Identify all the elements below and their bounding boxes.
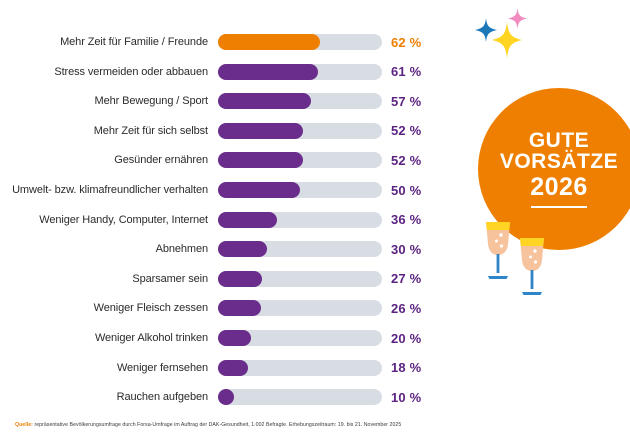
- bar-label: Weniger Handy, Computer, Internet: [39, 213, 208, 226]
- source-label: Quelle:: [15, 422, 33, 428]
- bar-label: Rauchen aufgeben: [116, 391, 208, 404]
- bar-value: 36 %: [391, 212, 422, 228]
- bar-label: Stress vermeiden oder abbauen: [54, 65, 208, 78]
- chart-row: Mehr Zeit für sich selbst 52 %: [0, 121, 455, 141]
- chart-row: Umwelt- bzw. klimafreundlicher verhalten…: [0, 180, 455, 200]
- bar-label: Mehr Zeit für sich selbst: [93, 124, 208, 137]
- sparkle-icon-blue: [475, 18, 497, 42]
- bar-fill: [218, 359, 248, 376]
- bar-track: [218, 122, 382, 139]
- badge-title-group: GUTE VORSÄTZE 2026: [478, 88, 630, 250]
- sparkle-icon-pink: [508, 8, 527, 29]
- bar-value: 62 %: [391, 34, 422, 50]
- bar-value: 26 %: [391, 300, 422, 316]
- bar-label: Weniger fernsehen: [116, 361, 208, 374]
- bar-fill: [218, 270, 263, 287]
- sparkle-icon-yellow: [492, 22, 522, 58]
- bar-label: Mehr Zeit für Familie / Freunde: [60, 36, 208, 48]
- decoration-panel: GUTE VORSÄTZE 2026: [455, 0, 630, 420]
- bar-track: [218, 241, 382, 258]
- bar-fill: [218, 211, 278, 228]
- chart-row: Mehr Bewegung / Sport 57 %: [0, 91, 455, 111]
- bar-fill: [218, 389, 235, 406]
- source-text: repräsentative Bevölkerungsumfrage durch…: [34, 422, 402, 428]
- champagne-glass-icon-right: [520, 238, 544, 295]
- bar-fill: [218, 241, 268, 258]
- bar-value: 57 %: [391, 93, 422, 109]
- bar-value: 30 %: [391, 241, 422, 257]
- chart-row: Weniger Alkohol trinken 20 %: [0, 328, 455, 348]
- bar-track: [218, 211, 382, 228]
- bar-track: [218, 389, 382, 406]
- bar-chart: Mehr Zeit für Familie / Freunde 62 % Stres…: [0, 32, 455, 407]
- bar-fill: [218, 152, 304, 169]
- bar-label: Umwelt- bzw. klimafreundlicher verhalten: [12, 184, 208, 196]
- bar-value: 61 %: [391, 64, 422, 80]
- bar-value: 52 %: [391, 123, 422, 139]
- bar-track: [218, 300, 382, 317]
- bar-label: Abnehmen: [155, 243, 209, 256]
- bar-track: [218, 182, 382, 198]
- bar-track: [218, 330, 382, 346]
- chart-row: Mehr Zeit für Familie / Freunde 62 %: [0, 32, 455, 52]
- champagne-glasses-group: [486, 222, 544, 295]
- bar-label: Weniger Alkohol trinken: [94, 332, 208, 344]
- bar-fill: [218, 93, 312, 110]
- bar-value: 10 %: [391, 389, 422, 405]
- bar-label: Gesünder ernähren: [114, 154, 208, 167]
- bar-fill: [218, 63, 319, 80]
- source-footnote: Quelle: repräsentative Bevölkerungsumfra…: [15, 422, 401, 428]
- bar-track: [218, 152, 382, 169]
- bar-track: [218, 63, 382, 80]
- chart-row: Weniger fernsehen 18 %: [0, 358, 455, 378]
- champagne-glass-icon-left: [486, 222, 510, 279]
- badge-title-line2: VORSÄTZE: [499, 150, 619, 174]
- bar-fill: [218, 300, 261, 317]
- badge-year: 2026: [530, 172, 588, 201]
- chart-row: Gesünder ernähren 52 %: [0, 150, 455, 170]
- bar-track: [218, 93, 382, 110]
- badge-underline: [531, 206, 587, 209]
- chart-row: Stress vermeiden oder abbauen 61 %: [0, 62, 455, 82]
- bar-fill: [218, 182, 300, 198]
- chart-row: Abnehmen 30 %: [0, 239, 455, 259]
- bar-track: [218, 359, 382, 376]
- bar-fill: [218, 330, 251, 346]
- chart-row: Sparsamer sein 27 %: [0, 269, 455, 289]
- bar-value: 18 %: [391, 360, 422, 376]
- chart-row: Weniger Handy, Computer, Internet 36 %: [0, 210, 455, 230]
- bar-fill: [218, 34, 320, 50]
- bar-track: [218, 34, 382, 50]
- bar-value: 52 %: [391, 152, 422, 168]
- bar-value: 20 %: [391, 330, 422, 346]
- bar-value: 27 %: [391, 271, 422, 287]
- chart-row: Weniger Fleisch zessen 26 %: [0, 298, 455, 318]
- badge-title-line1: GUTE: [528, 128, 590, 152]
- chart-row: Rauchen aufgeben 10 %: [0, 387, 455, 407]
- bar-label: Weniger Fleisch zessen: [93, 302, 208, 315]
- bar-value: 50 %: [391, 182, 422, 198]
- bar-label: Mehr Bewegung / Sport: [94, 95, 209, 108]
- bar-track: [218, 270, 382, 287]
- bar-label: Sparsamer sein: [132, 272, 208, 285]
- bar-fill: [218, 122, 304, 139]
